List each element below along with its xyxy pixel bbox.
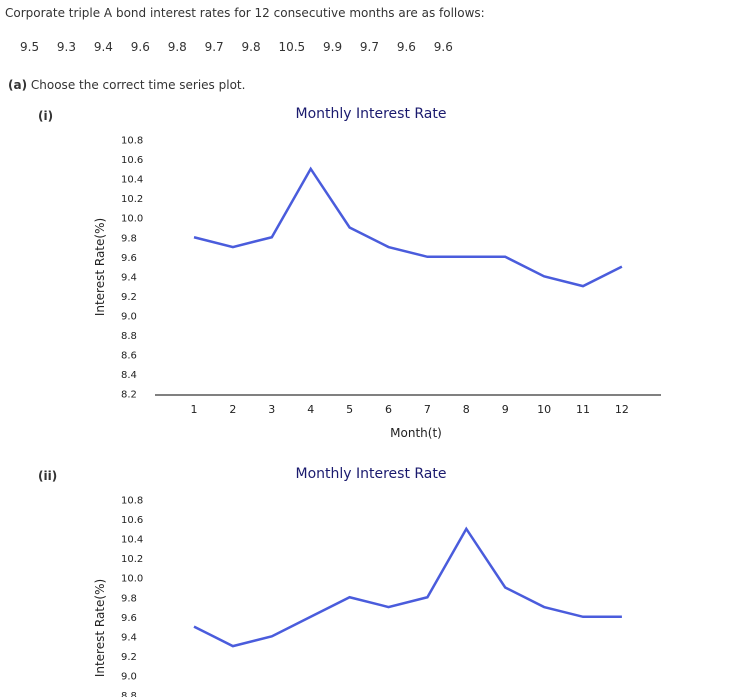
- problem-intro: Corporate triple A bond interest rates f…: [5, 6, 485, 20]
- y-tick-label: 9.4: [121, 632, 137, 643]
- x-tick-label: 8: [463, 403, 470, 416]
- x-axis-label: Month(t): [390, 426, 442, 440]
- value-item: 9.8: [241, 40, 261, 54]
- option-i-label[interactable]: (i): [38, 109, 54, 123]
- question-part: (a): [8, 78, 28, 92]
- chart-title: Monthly Interest Rate: [295, 106, 446, 122]
- y-tick-label: 9.8: [121, 233, 137, 244]
- question-a: (a) Choose the correct time series plot.: [8, 78, 245, 92]
- x-tick-label: 1: [191, 403, 198, 416]
- value-item: 9.8: [167, 40, 187, 54]
- x-tick-label: 4: [307, 403, 314, 416]
- y-tick-label: 9.8: [121, 593, 137, 604]
- y-tick-label: 10.2: [121, 194, 143, 205]
- x-tick-label: 9: [502, 403, 509, 416]
- y-axis-label: Interest Rate(%): [93, 579, 107, 677]
- y-axis-label: Interest Rate(%): [93, 218, 107, 316]
- x-tick-label: 3: [268, 403, 275, 416]
- x-tick-label: 5: [346, 403, 353, 416]
- x-tick-label: 12: [615, 403, 629, 416]
- y-tick-label: 10.4: [121, 535, 143, 546]
- option-ii-label[interactable]: (ii): [38, 469, 58, 483]
- x-tick-label: 2: [229, 403, 236, 416]
- data-values: 9.5 9.3 9.4 9.6 9.8 9.7 9.8 10.5 9.9 9.7…: [20, 40, 467, 54]
- chart-title: Monthly Interest Rate: [295, 466, 446, 482]
- question-text: Choose the correct time series plot.: [27, 78, 246, 92]
- y-tick-label: 9.0: [121, 311, 137, 322]
- y-tick-label: 10.6: [121, 155, 143, 166]
- y-tick-label: 10.8: [121, 136, 143, 147]
- y-tick-label: 9.2: [121, 652, 137, 663]
- series-line: [193, 526, 622, 648]
- y-tick-label: 9.4: [121, 272, 137, 283]
- value-item: 9.4: [93, 40, 113, 54]
- y-tick-label: 8.6: [121, 351, 137, 362]
- y-tick-label: 9.6: [121, 613, 137, 624]
- value-item: 9.6: [433, 40, 453, 54]
- y-tick-label: 10.2: [121, 554, 143, 565]
- value-item: 9.9: [323, 40, 343, 54]
- y-tick-label: 8.2: [121, 390, 137, 401]
- y-tick-label: 10.6: [121, 515, 143, 526]
- y-tick-label: 10.8: [121, 496, 143, 507]
- value-item: 9.6: [396, 40, 416, 54]
- x-tick-label: 10: [537, 403, 551, 416]
- chart-option-ii[interactable]: Monthly Interest Rate 10.8 10.6 10.4 10.2 10.…: [0, 460, 747, 697]
- y-tick-label: 10.0: [121, 574, 143, 585]
- value-item: 10.5: [278, 40, 306, 54]
- value-item: 9.3: [56, 40, 77, 54]
- y-tick-label: 9.6: [121, 253, 137, 264]
- y-tick-label: 10.4: [121, 175, 143, 186]
- y-tick-label: 9.2: [121, 292, 137, 303]
- chart-option-i[interactable]: Monthly Interest Rate 10.8 10.6 10.4 10.2 10.…: [0, 100, 747, 450]
- value-item: 9.5: [20, 40, 40, 54]
- x-tick-label: 7: [424, 403, 431, 416]
- y-tick-label: 8.8: [121, 691, 137, 697]
- y-tick-label: 8.8: [121, 331, 137, 342]
- series-line: [193, 166, 623, 288]
- x-tick-label: 6: [385, 403, 392, 416]
- y-tick-label: 9.0: [121, 671, 137, 682]
- value-item: 9.7: [359, 40, 380, 54]
- y-tick-label: 8.4: [121, 370, 137, 381]
- value-item: 9.7: [204, 40, 224, 54]
- value-item: 9.6: [130, 40, 150, 54]
- y-tick-label: 10.0: [121, 214, 143, 225]
- x-tick-label: 11: [576, 403, 590, 416]
